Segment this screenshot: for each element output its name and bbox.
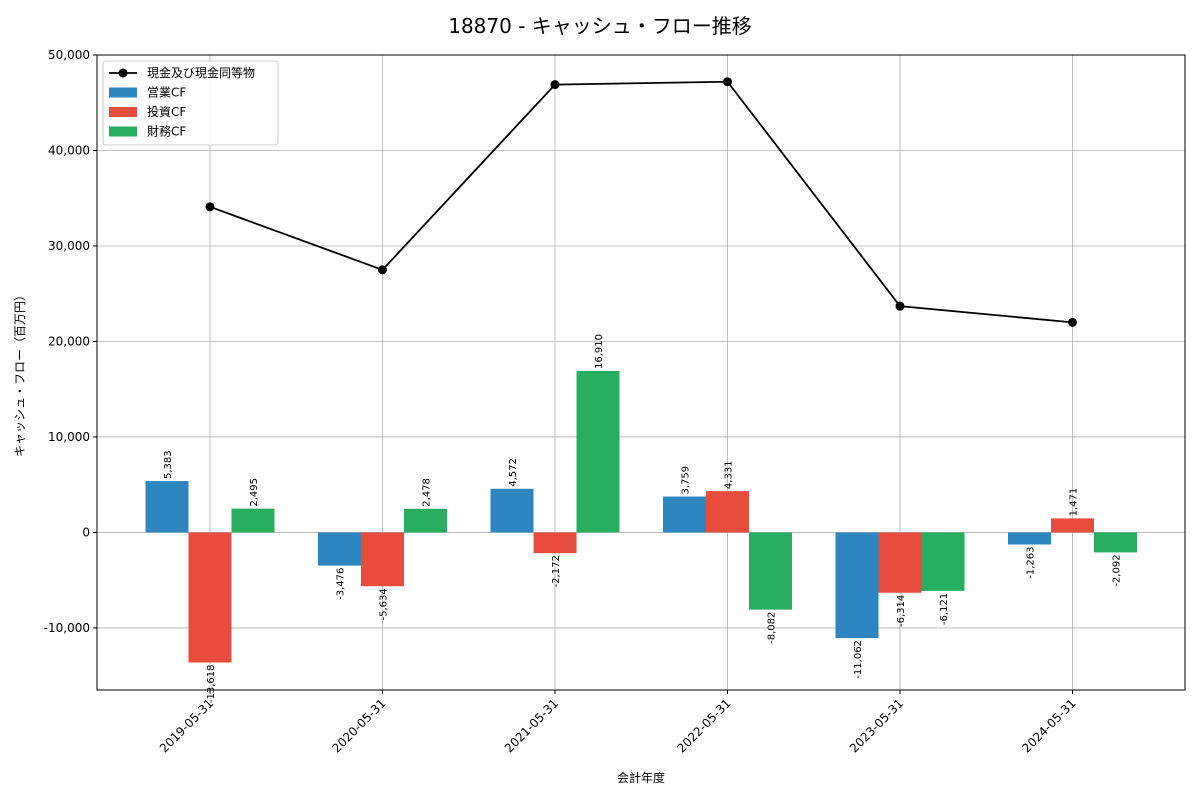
bar bbox=[878, 532, 922, 593]
cash-line-path bbox=[209, 80, 1073, 324]
bar bbox=[576, 370, 620, 533]
bar-value-label: -1,263 bbox=[1026, 547, 1037, 579]
plot-frame bbox=[96, 54, 1186, 691]
cash-line-point bbox=[378, 265, 387, 275]
y-tick-label: 30,000 bbox=[48, 239, 90, 253]
cash-line bbox=[205, 77, 1077, 327]
bar-value-label: -5,634 bbox=[379, 588, 390, 620]
legend-bar-swatch bbox=[109, 126, 137, 137]
bar-value-label: 2,478 bbox=[422, 478, 433, 507]
bar-value-label: -8,082 bbox=[767, 612, 778, 644]
bar-value-label: 2,495 bbox=[249, 478, 260, 507]
x-tick-label: 2022-05-31 bbox=[674, 696, 733, 755]
chart-title: 18870 - キャッシュ・フロー推移 bbox=[448, 14, 752, 38]
legend-box bbox=[102, 60, 279, 146]
y-tick-label: 50,000 bbox=[48, 48, 90, 62]
cash-line-point bbox=[1068, 317, 1077, 327]
legend-label: 投資CF bbox=[147, 104, 186, 119]
y-tick-label: 40,000 bbox=[48, 143, 90, 157]
bar bbox=[533, 532, 577, 554]
y-axis-label: キャッシュ・フロー（百万円） bbox=[13, 289, 27, 457]
bars bbox=[145, 370, 1137, 663]
x-axis-label: 会計年度 bbox=[617, 770, 665, 785]
y-tick-label: -10,000 bbox=[44, 621, 90, 635]
bar bbox=[706, 491, 749, 533]
legend-label: 営業CF bbox=[147, 86, 186, 100]
bar-value-label: 16,910 bbox=[594, 334, 605, 369]
legend-bar-swatch bbox=[109, 107, 137, 117]
bar bbox=[921, 532, 965, 591]
cash-line-point bbox=[550, 80, 560, 90]
legend-bar-swatch bbox=[109, 87, 137, 98]
bar-value-label: 5,383 bbox=[163, 450, 174, 479]
bar-value-label: 4,572 bbox=[508, 458, 519, 487]
bar-value-label: -2,092 bbox=[1112, 554, 1123, 586]
bar-value-label: -3,476 bbox=[336, 568, 347, 600]
x-tick-label: 2024-05-31 bbox=[1019, 696, 1078, 755]
cash-line-point bbox=[723, 77, 732, 87]
legend-label: 財務CF bbox=[147, 124, 186, 139]
bar bbox=[318, 532, 361, 566]
bar bbox=[663, 496, 706, 533]
bar bbox=[188, 532, 232, 663]
bar-value-label: 3,759 bbox=[681, 466, 692, 495]
bar bbox=[1051, 518, 1094, 533]
bar-value-label: -2,172 bbox=[551, 555, 562, 587]
bar bbox=[1094, 532, 1137, 553]
bar bbox=[1008, 532, 1051, 545]
legend-marker bbox=[118, 68, 128, 78]
bar bbox=[490, 488, 534, 533]
bar-value-label: 1,471 bbox=[1069, 488, 1080, 517]
y-tick-label: 0 bbox=[82, 525, 90, 539]
y-tick-label: 20,000 bbox=[48, 334, 90, 348]
bar-value-label: -6,314 bbox=[896, 595, 907, 627]
x-tick-label: 2021-05-31 bbox=[502, 696, 561, 755]
bar-value-label: 4,331 bbox=[724, 460, 735, 489]
legend-label: 現金及び現金同等物 bbox=[147, 65, 255, 80]
bar-value-label: -6,121 bbox=[939, 593, 950, 625]
grid bbox=[97, 54, 1185, 690]
data-labels: 5,383 -3,476 4,572 3,759 -11,062 -1,263 -13,61… bbox=[163, 334, 1123, 703]
bar bbox=[361, 532, 404, 587]
x-tick-label: 2019-05-31 bbox=[157, 696, 216, 755]
bar bbox=[231, 508, 275, 533]
cash-line-point bbox=[205, 202, 215, 212]
bar-value-label: -13,618 bbox=[206, 664, 217, 703]
bar bbox=[749, 532, 792, 610]
bar bbox=[145, 481, 189, 533]
cash-line-point bbox=[895, 301, 905, 311]
x-tick-label: 2020-05-31 bbox=[329, 696, 388, 755]
x-tick-label: 2023-05-31 bbox=[847, 696, 906, 755]
bar bbox=[835, 532, 879, 639]
bar-value-label: -11,062 bbox=[853, 640, 864, 679]
bar bbox=[404, 508, 447, 533]
y-tick-label: 10,000 bbox=[48, 430, 90, 444]
